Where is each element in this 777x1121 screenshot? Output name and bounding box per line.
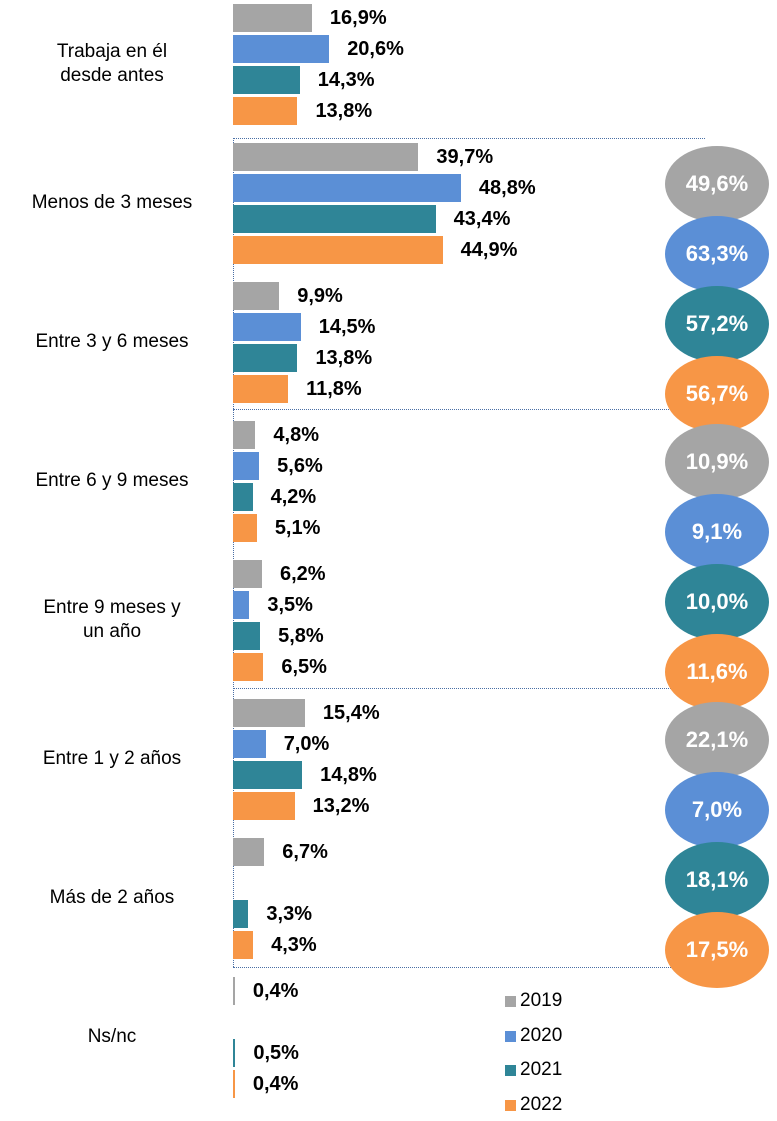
value-label: 3,5%: [267, 594, 313, 616]
legend-swatch: [505, 1065, 516, 1076]
value-label: 6,2%: [279, 563, 326, 585]
bar: [233, 483, 253, 511]
bar: [233, 313, 301, 341]
category-label: Trabaja en él desde antes: [56, 41, 168, 86]
separator: [233, 967, 705, 968]
legend-label: 2021: [520, 1059, 563, 1080]
value-label: 43,4%: [453, 208, 511, 230]
value-label: 16,9%: [329, 7, 387, 29]
bar: [233, 622, 261, 650]
bar: [233, 344, 298, 372]
category-label: Ns/nc: [87, 1026, 137, 1047]
bar: [233, 4, 312, 32]
category-label: Menos de 3 meses: [31, 192, 193, 213]
category-label: Entre 9 meses y un año: [43, 597, 181, 642]
bar: [233, 1070, 235, 1098]
bar: [233, 375, 289, 403]
total-oval: 18,1%: [665, 842, 769, 918]
separator: [233, 138, 705, 139]
bar: [233, 1039, 236, 1067]
bar: [233, 977, 235, 1005]
total-oval: 10,0%: [665, 564, 769, 640]
value-label: 5,1%: [274, 517, 321, 539]
legend-swatch: [505, 1030, 516, 1042]
total-oval: 57,2%: [665, 286, 769, 362]
value-label: 0,4%: [252, 1073, 299, 1095]
value-label: 5,8%: [278, 625, 324, 647]
total-oval: 56,7%: [665, 356, 769, 432]
bar: [233, 931, 254, 959]
bar: [233, 236, 443, 264]
value-label: 48,8%: [478, 177, 536, 199]
value-label: 4,2%: [270, 486, 317, 508]
category-label: Entre 3 y 6 meses: [35, 331, 189, 352]
bar: [233, 35, 330, 63]
bar: [233, 205, 436, 233]
bar: [233, 421, 256, 449]
legend-swatch: [505, 996, 516, 1007]
bar: [233, 900, 249, 928]
value-label: 7,0%: [283, 733, 330, 755]
total-oval: 11,6%: [665, 634, 769, 710]
bar: [233, 730, 266, 758]
value-label: 14,5%: [318, 316, 376, 338]
axis-line: [233, 138, 234, 967]
value-label: 5,6%: [277, 455, 323, 477]
value-label: 0,4%: [252, 980, 299, 1002]
separator: [233, 688, 705, 689]
total-oval: 22,1%: [665, 702, 769, 778]
value-label: 4,8%: [273, 424, 319, 446]
value-label: 13,8%: [315, 347, 373, 369]
total-oval: 9,1%: [665, 494, 769, 570]
bar: [233, 282, 280, 310]
bar: [233, 838, 265, 866]
bar: [233, 97, 298, 125]
bar: [233, 143, 419, 171]
bar: [233, 699, 305, 727]
category-label: Entre 1 y 2 años: [42, 748, 182, 769]
value-label: 4,3%: [271, 934, 317, 956]
value-label: 14,8%: [320, 764, 377, 786]
total-oval: 49,6%: [665, 146, 769, 222]
total-oval: 63,3%: [665, 216, 769, 292]
total-oval: 10,9%: [665, 424, 769, 500]
value-label: 0,5%: [253, 1042, 299, 1064]
bar: [233, 653, 264, 681]
value-label: 14,3%: [317, 69, 375, 91]
value-label: 11,8%: [306, 378, 362, 400]
value-label: 6,5%: [281, 656, 327, 678]
bar: [233, 66, 300, 94]
value-label: 20,6%: [347, 38, 404, 60]
value-label: 13,8%: [315, 100, 373, 122]
bar: [233, 560, 262, 588]
legend-swatch: [505, 1099, 516, 1111]
legend-label: 2022: [520, 1093, 563, 1115]
bar: [233, 591, 250, 619]
category-label: Entre 6 y 9 meses: [35, 470, 189, 491]
bar: [233, 452, 260, 480]
legend-label: 2019: [520, 990, 563, 1011]
value-label: 44,9%: [460, 239, 518, 261]
bar: [233, 761, 303, 789]
total-oval: 7,0%: [665, 772, 769, 848]
value-label: 39,7%: [436, 146, 494, 168]
legend-label: 2020: [520, 1024, 563, 1046]
bar: [233, 174, 461, 202]
value-label: 13,2%: [312, 795, 370, 817]
value-label: 9,9%: [297, 285, 343, 307]
value-label: 15,4%: [322, 702, 380, 724]
bar: [233, 792, 295, 820]
value-label: 6,7%: [282, 841, 328, 863]
total-oval: 17,5%: [665, 912, 769, 988]
bar: [233, 514, 257, 542]
category-label: Más de 2 años: [49, 887, 175, 908]
separator: [233, 409, 705, 410]
value-label: 3,3%: [266, 903, 312, 925]
